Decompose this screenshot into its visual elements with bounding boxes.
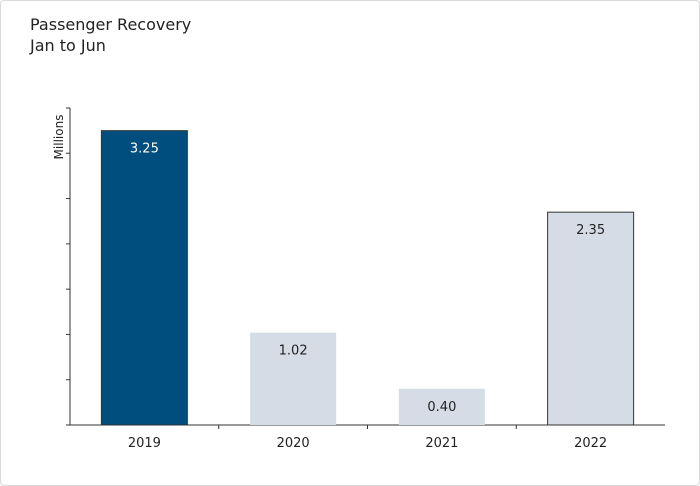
y-axis — [66, 107, 71, 426]
title-block: Passenger Recovery Jan to Jun — [30, 14, 191, 56]
bar-value-label: 3.25 — [130, 142, 159, 157]
x-tick-label: 2020 — [277, 436, 310, 451]
y-axis-label: Millions — [52, 115, 66, 160]
x-tick-label: 2021 — [425, 436, 458, 451]
x-axis: 2019 2020 2021 2022 — [70, 424, 665, 451]
bar-2022 — [547, 211, 635, 426]
bar-2020 — [250, 332, 337, 425]
chart-title: Passenger Recovery — [30, 15, 192, 34]
x-tick-label: 2022 — [574, 436, 607, 451]
chart-subtitle: Jan to Jun — [30, 36, 106, 55]
bar-value-label: 1.02 — [279, 344, 308, 359]
bars: 3.25 1.02 0.40 2.35 — [100, 130, 635, 426]
bar-2021 — [398, 388, 485, 425]
bar-2019 — [100, 130, 188, 426]
bar-value-label: 0.40 — [427, 400, 456, 415]
bar-value-label: 2.35 — [576, 223, 605, 238]
x-tick-label: 2019 — [128, 436, 161, 451]
